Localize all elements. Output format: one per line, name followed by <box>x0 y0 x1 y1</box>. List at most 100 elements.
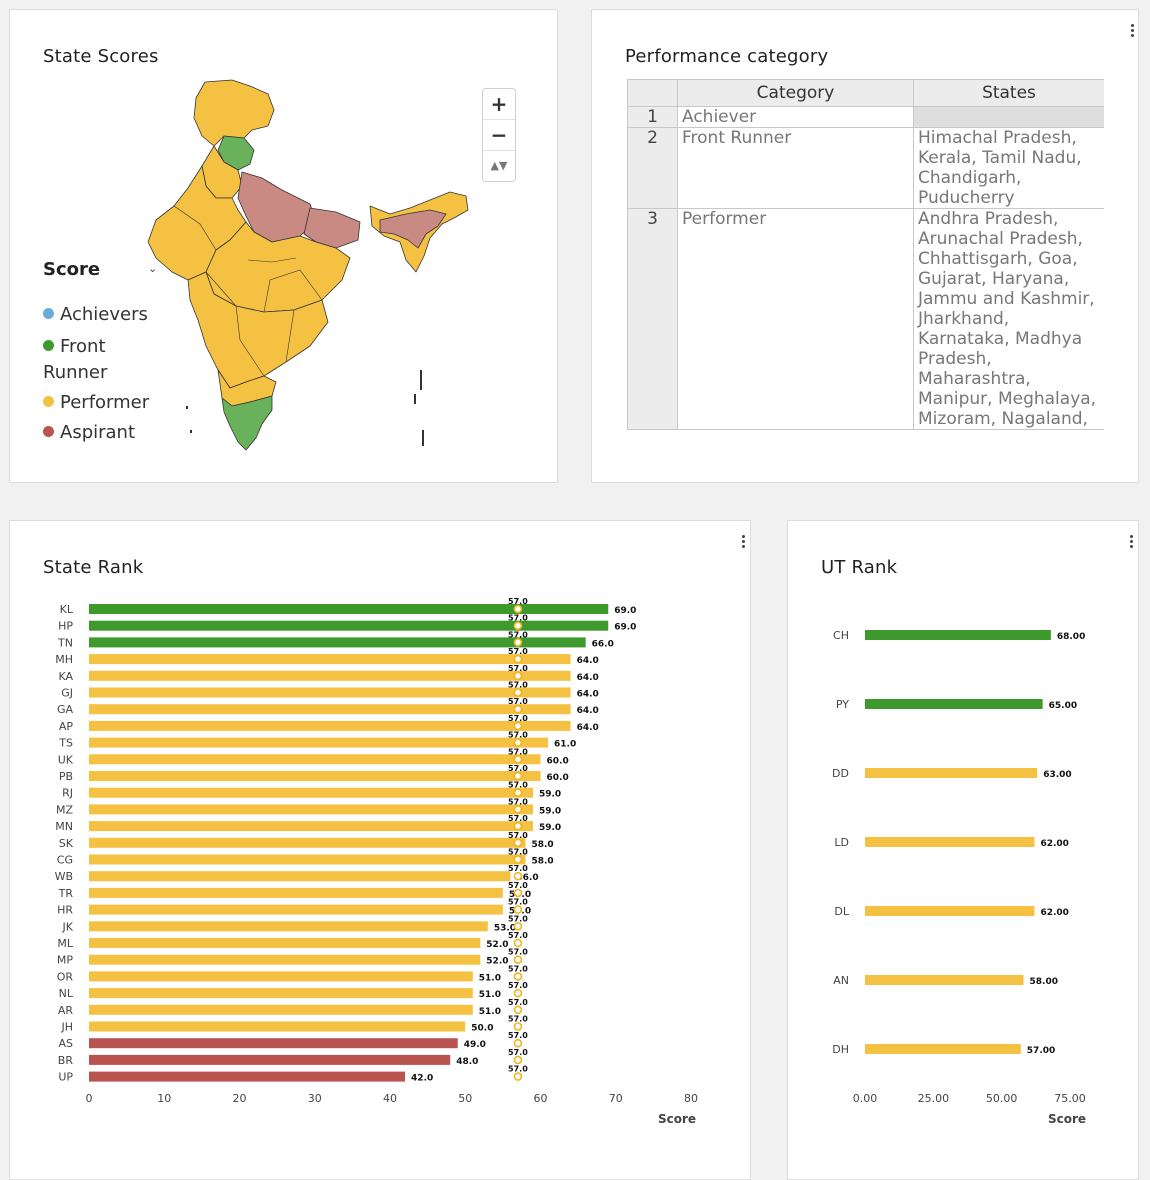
target-marker[interactable] <box>513 855 523 864</box>
y-tick-label: OR <box>57 970 74 983</box>
target-label: 57.0 <box>508 647 528 656</box>
target-marker[interactable] <box>513 721 523 731</box>
bar-value-label: 62.00 <box>1040 839 1068 849</box>
zoom-out-button[interactable]: − <box>483 120 515 151</box>
target-marker[interactable] <box>513 755 523 764</box>
bar[interactable] <box>89 854 526 865</box>
target-marker[interactable] <box>513 654 523 664</box>
bar[interactable] <box>89 1021 466 1032</box>
y-tick-label: MN <box>55 820 73 833</box>
bar[interactable] <box>89 938 481 948</box>
target-label: 57.0 <box>508 747 528 756</box>
target-marker[interactable] <box>513 805 523 814</box>
bar[interactable] <box>89 771 541 781</box>
bar[interactable] <box>89 720 571 731</box>
cell-states: Himachal Pradesh, Kerala, Tamil Nadu, Ch… <box>913 127 1104 209</box>
panel-menu-icon[interactable] <box>742 535 746 550</box>
panel-menu-icon[interactable] <box>1131 24 1135 39</box>
bar[interactable] <box>89 804 533 815</box>
bar[interactable] <box>89 704 571 715</box>
legend-item-front-runner[interactable]: Front Runner <box>43 336 108 383</box>
target-marker[interactable] <box>513 938 523 948</box>
bar[interactable] <box>89 670 571 681</box>
bar[interactable] <box>89 737 549 748</box>
target-marker[interactable] <box>513 988 523 998</box>
bar[interactable] <box>89 871 511 882</box>
y-tick-label: HR <box>57 904 73 917</box>
bar[interactable] <box>89 1038 458 1049</box>
bar[interactable] <box>865 975 1024 985</box>
target-marker[interactable] <box>513 738 523 747</box>
bar[interactable] <box>89 821 533 832</box>
india-map[interactable] <box>10 10 559 484</box>
target-marker[interactable] <box>513 671 523 681</box>
bar[interactable] <box>89 1071 406 1082</box>
target-marker[interactable] <box>513 888 523 898</box>
target-marker[interactable] <box>513 1022 523 1031</box>
target-marker[interactable] <box>513 704 523 714</box>
bar[interactable] <box>89 904 503 915</box>
bar[interactable] <box>89 988 473 999</box>
target-label: 57.0 <box>508 848 528 857</box>
target-marker[interactable] <box>513 1055 523 1065</box>
column-header-states[interactable]: States <box>913 79 1104 107</box>
target-marker[interactable] <box>513 1005 523 1015</box>
x-tick-label: 0 <box>86 1092 93 1105</box>
x-tick-label: 70 <box>609 1092 623 1105</box>
zoom-reset-button[interactable]: ▲▼ <box>490 159 508 172</box>
target-marker[interactable] <box>513 771 523 781</box>
bar[interactable] <box>89 921 488 932</box>
legend-item-performer[interactable]: Performer <box>43 390 173 416</box>
y-tick-label: CG <box>57 854 73 867</box>
bar[interactable] <box>865 1044 1021 1054</box>
bar[interactable] <box>89 754 541 765</box>
bar[interactable] <box>89 837 526 848</box>
bar[interactable] <box>89 971 473 982</box>
bar[interactable] <box>865 768 1038 778</box>
target-marker[interactable] <box>513 638 523 647</box>
bar[interactable] <box>89 787 533 798</box>
target-marker[interactable] <box>513 821 523 831</box>
bar[interactable] <box>89 954 481 965</box>
bar[interactable] <box>865 837 1035 847</box>
zoom-in-button[interactable]: + <box>483 89 515 120</box>
bar[interactable] <box>865 699 1043 709</box>
map-region-south-central <box>187 271 329 389</box>
target-marker[interactable] <box>513 905 523 914</box>
column-header-category[interactable]: Category <box>677 79 914 107</box>
bar[interactable] <box>89 687 571 698</box>
bar-value-label: 64.0 <box>577 656 599 666</box>
bar[interactable] <box>89 637 586 648</box>
bar[interactable] <box>89 887 503 898</box>
target-marker[interactable] <box>513 1038 523 1048</box>
bar-value-label: 64.0 <box>577 706 599 716</box>
target-marker[interactable] <box>513 688 523 697</box>
bar[interactable] <box>89 1004 473 1015</box>
target-marker[interactable] <box>513 972 523 981</box>
bar[interactable] <box>89 654 571 665</box>
panel-menu-icon[interactable] <box>1130 535 1134 550</box>
category-table: Category States 1 Achiever 2 Front Runne… <box>627 79 1104 447</box>
target-marker[interactable] <box>513 871 523 881</box>
y-tick-label: MZ <box>56 803 73 816</box>
bar[interactable] <box>89 1054 451 1065</box>
legend-item-achievers[interactable]: Achievers <box>43 302 173 328</box>
target-marker[interactable] <box>513 604 523 614</box>
target-marker[interactable] <box>513 621 523 630</box>
legend-chevron-icon[interactable]: ⌄ <box>148 262 158 275</box>
bar[interactable] <box>89 620 609 631</box>
target-marker[interactable] <box>513 838 523 848</box>
legend-item-aspirant[interactable]: Aspirant <box>43 420 173 446</box>
target-marker[interactable] <box>513 1072 523 1081</box>
target-marker[interactable] <box>513 955 523 965</box>
bar[interactable] <box>89 604 609 614</box>
x-tick-label: 10 <box>157 1092 171 1105</box>
x-tick-label: 30 <box>308 1092 322 1105</box>
target-marker[interactable] <box>513 921 523 931</box>
cell-states <box>913 106 1104 128</box>
bar[interactable] <box>865 630 1051 640</box>
y-tick-label: ML <box>57 937 73 950</box>
bar[interactable] <box>865 906 1035 916</box>
ut-rank-title: UT Rank <box>821 557 898 578</box>
target-marker[interactable] <box>513 788 523 798</box>
